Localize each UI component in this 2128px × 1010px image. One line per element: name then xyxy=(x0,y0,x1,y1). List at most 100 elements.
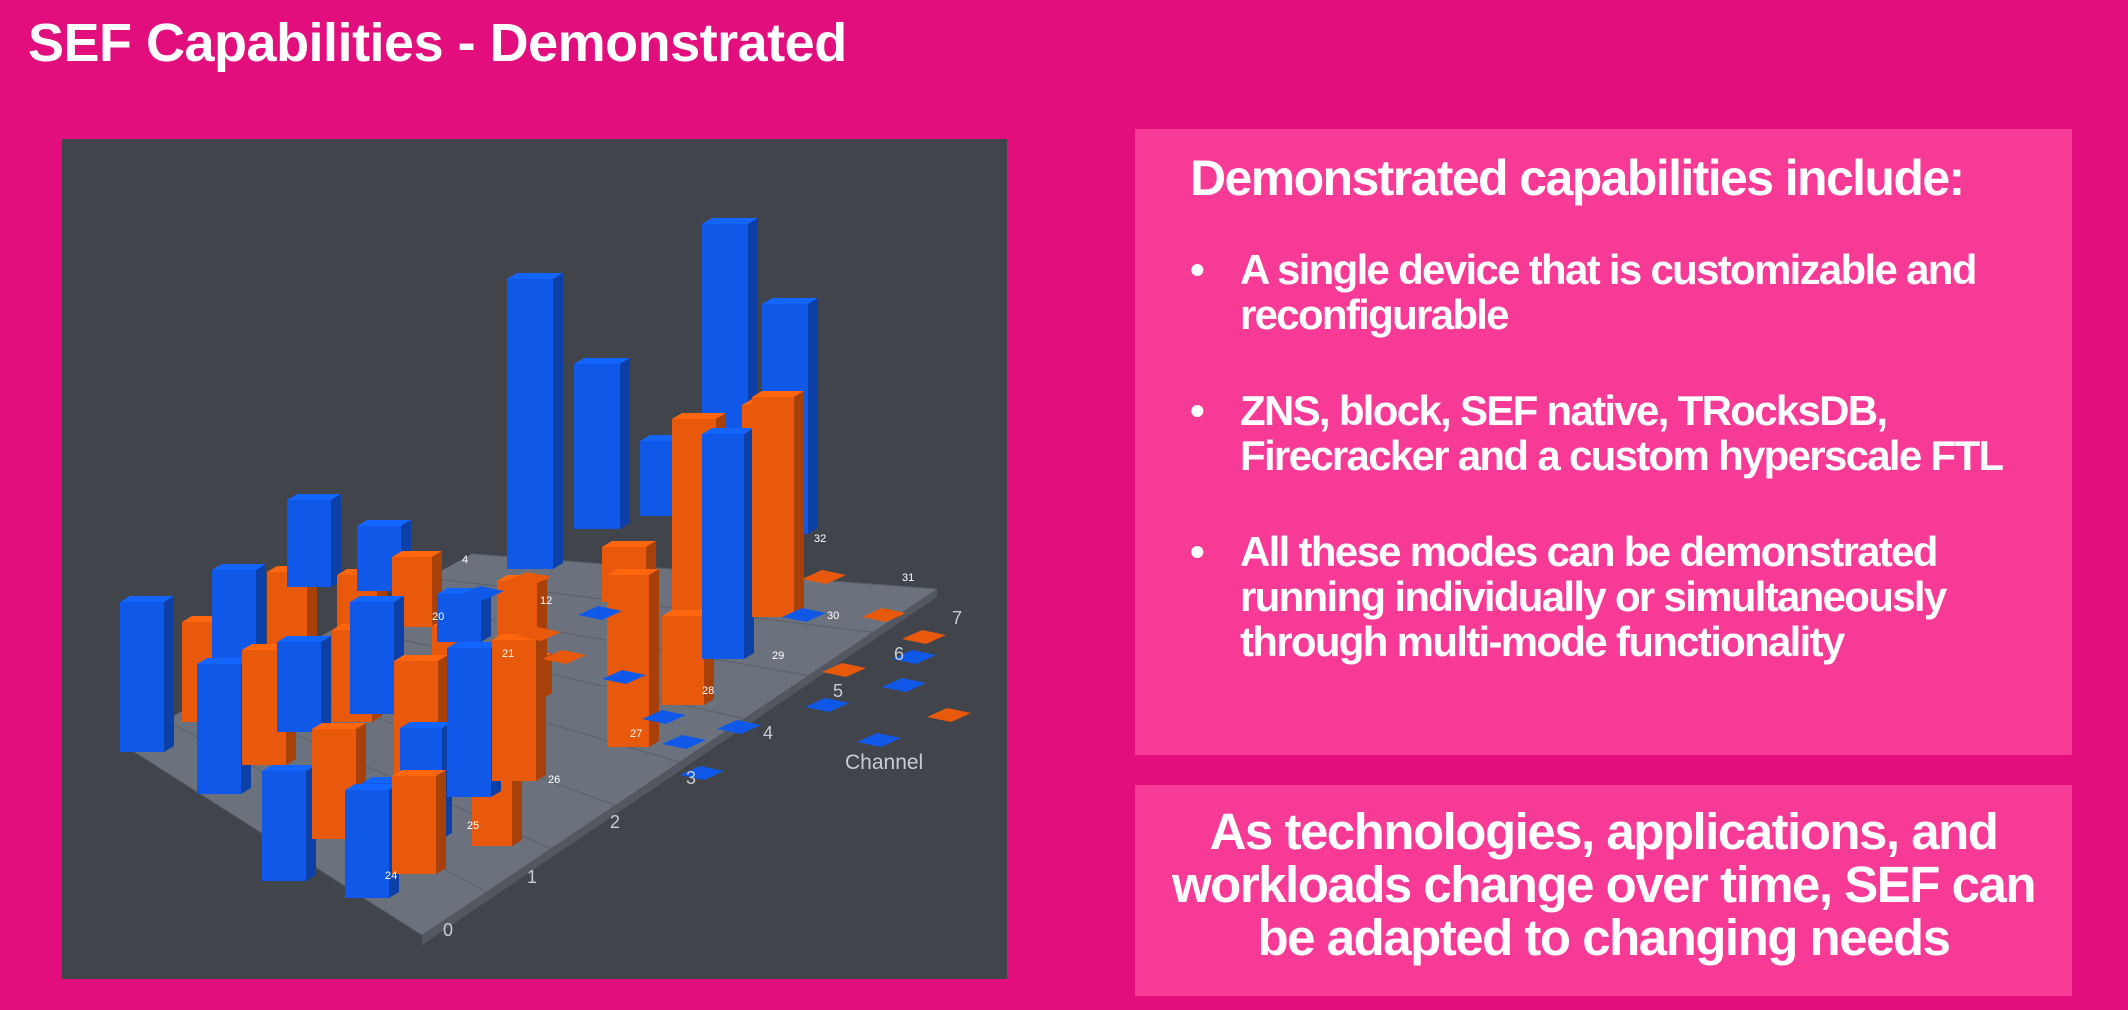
chart-floor-cell xyxy=(517,627,561,641)
chart-bar-top xyxy=(662,610,714,616)
chart-bar xyxy=(287,494,341,587)
chart-bar-front xyxy=(607,575,649,747)
chart-bar-top xyxy=(752,391,804,397)
chart-bar-top xyxy=(702,428,754,434)
chart-bar-top xyxy=(574,358,630,364)
bar-chart-3d: 0 1 2 3 4 5 6 7 Channel 24 25 26 27 28 29 30 31 32 20 21 12 4 xyxy=(62,139,1007,979)
chart-bar-top xyxy=(277,636,331,642)
channel-tick-label: 6 xyxy=(894,644,904,664)
chart-floor-cell xyxy=(578,606,622,620)
chart-bar-top xyxy=(212,564,266,570)
chart-floor-cell xyxy=(662,735,706,749)
chart-floor-edge xyxy=(422,589,937,945)
bar-data-label: 26 xyxy=(548,774,560,786)
bar-data-label: 32 xyxy=(814,533,826,545)
chart-bar-side xyxy=(808,298,818,534)
bar-data-label: 20 xyxy=(432,611,444,623)
chart-floor-cell xyxy=(542,650,586,664)
chart-bar-top xyxy=(507,273,563,279)
chart-bar xyxy=(752,391,804,617)
bullet-icon: • xyxy=(1190,387,1205,434)
chart-bar-front xyxy=(287,500,331,587)
chart-bar xyxy=(492,634,546,781)
channel-tick-label: 2 xyxy=(610,812,620,832)
chart-bar-side xyxy=(620,358,630,529)
chart-floor-cell xyxy=(902,630,946,644)
chart-bar-front xyxy=(702,434,744,659)
chart-floor-cell xyxy=(680,766,724,780)
adaptability-line: workloads change over time, SEF can xyxy=(1172,856,2036,913)
adaptability-box: As technologies, applications, and workl… xyxy=(1135,785,2072,996)
capabilities-list: • A single device that is customizable a… xyxy=(1190,247,2050,715)
chart-bar xyxy=(702,428,754,659)
chart-bar-side xyxy=(307,566,317,652)
bar-data-label: 30 xyxy=(827,610,839,622)
slide-title: SEF Capabilities - Demonstrated xyxy=(28,13,847,73)
chart-bar-front xyxy=(350,602,394,714)
capability-item: • All these modes can be demonstrated ru… xyxy=(1190,529,2050,664)
channel-tick-label: 5 xyxy=(833,681,843,701)
chart-floor-cell xyxy=(602,670,646,684)
bar-data-label: 31 xyxy=(902,572,914,584)
chart-bar-top xyxy=(607,569,659,575)
chart-bar xyxy=(277,636,331,732)
chart-bar-front xyxy=(197,664,241,794)
capability-item: • ZNS, block, SEF native, TRocksDB, Fire… xyxy=(1190,388,2050,478)
channel-tick-label: 7 xyxy=(952,608,962,628)
chart-bar-front xyxy=(447,648,491,797)
chart-floor-cell xyxy=(857,733,901,747)
channel-tick-label: 4 xyxy=(763,723,773,743)
bar-data-label: 4 xyxy=(462,554,468,566)
channel-axis-label: Channel xyxy=(845,751,923,774)
chart-bar xyxy=(507,273,563,569)
chart-bar-front xyxy=(277,642,321,732)
chart-bar-side xyxy=(436,770,446,874)
chart-bar-front xyxy=(345,790,389,898)
adaptability-line: As technologies, applications, and xyxy=(1209,803,1999,860)
chart-bar-front xyxy=(574,364,620,529)
chart-bar-top xyxy=(392,551,442,557)
chart-bar xyxy=(350,596,404,714)
chart-bar-front xyxy=(507,279,553,569)
capability-text-line: A single device that is customizable and xyxy=(1240,246,1977,293)
capability-text-line: All these modes can be demonstrated xyxy=(1240,528,1938,575)
chart-floor-cell xyxy=(507,572,551,586)
chart-floor-cell xyxy=(802,570,846,584)
chart-bar-top xyxy=(392,770,446,776)
chart-bar xyxy=(262,765,316,881)
chart-bar-side xyxy=(553,273,563,569)
chart-bar-top xyxy=(350,596,404,602)
channel-tick-label: 1 xyxy=(527,867,537,887)
capability-text-line: ZNS, block, SEF native, TRocksDB, xyxy=(1240,387,1888,434)
adaptability-statement: As technologies, applications, and workl… xyxy=(1135,805,2072,964)
bar-data-label: 21 xyxy=(502,648,514,660)
chart-bar-top xyxy=(287,494,341,500)
chart-bar-top xyxy=(345,784,399,790)
chart-bar-top xyxy=(120,596,174,602)
chart-bar-top xyxy=(357,520,411,526)
chart-floor-cell xyxy=(892,650,936,664)
chart-bar-top xyxy=(762,298,818,304)
chart-floor-cell xyxy=(882,678,926,692)
chart-bar-front xyxy=(662,616,704,705)
capability-item: • A single device that is customizable a… xyxy=(1190,247,2050,337)
chart-floor-cell xyxy=(927,708,971,722)
chart-bar-front xyxy=(752,397,794,617)
chart-bar-top xyxy=(312,723,366,729)
chart-bar-top xyxy=(447,642,501,648)
chart-bar xyxy=(607,569,659,747)
chart-bar-front xyxy=(262,771,306,881)
bar-data-label: 28 xyxy=(702,685,714,697)
channel-tick-label: 3 xyxy=(686,768,696,788)
chart-floor-cell xyxy=(460,586,504,600)
chart-bar-top xyxy=(262,765,316,771)
chart-bar xyxy=(392,770,446,874)
chart-bar-top xyxy=(702,218,758,224)
capability-text-line: reconfigurable xyxy=(1240,291,1510,338)
capabilities-heading: Demonstrated capabilities include: xyxy=(1190,150,1965,206)
chart-bar-front xyxy=(120,602,164,752)
chart-floor-cell xyxy=(805,698,849,712)
capability-text-line: running individually or simultaneously xyxy=(1240,573,1947,620)
chart-bar-top xyxy=(394,655,448,661)
